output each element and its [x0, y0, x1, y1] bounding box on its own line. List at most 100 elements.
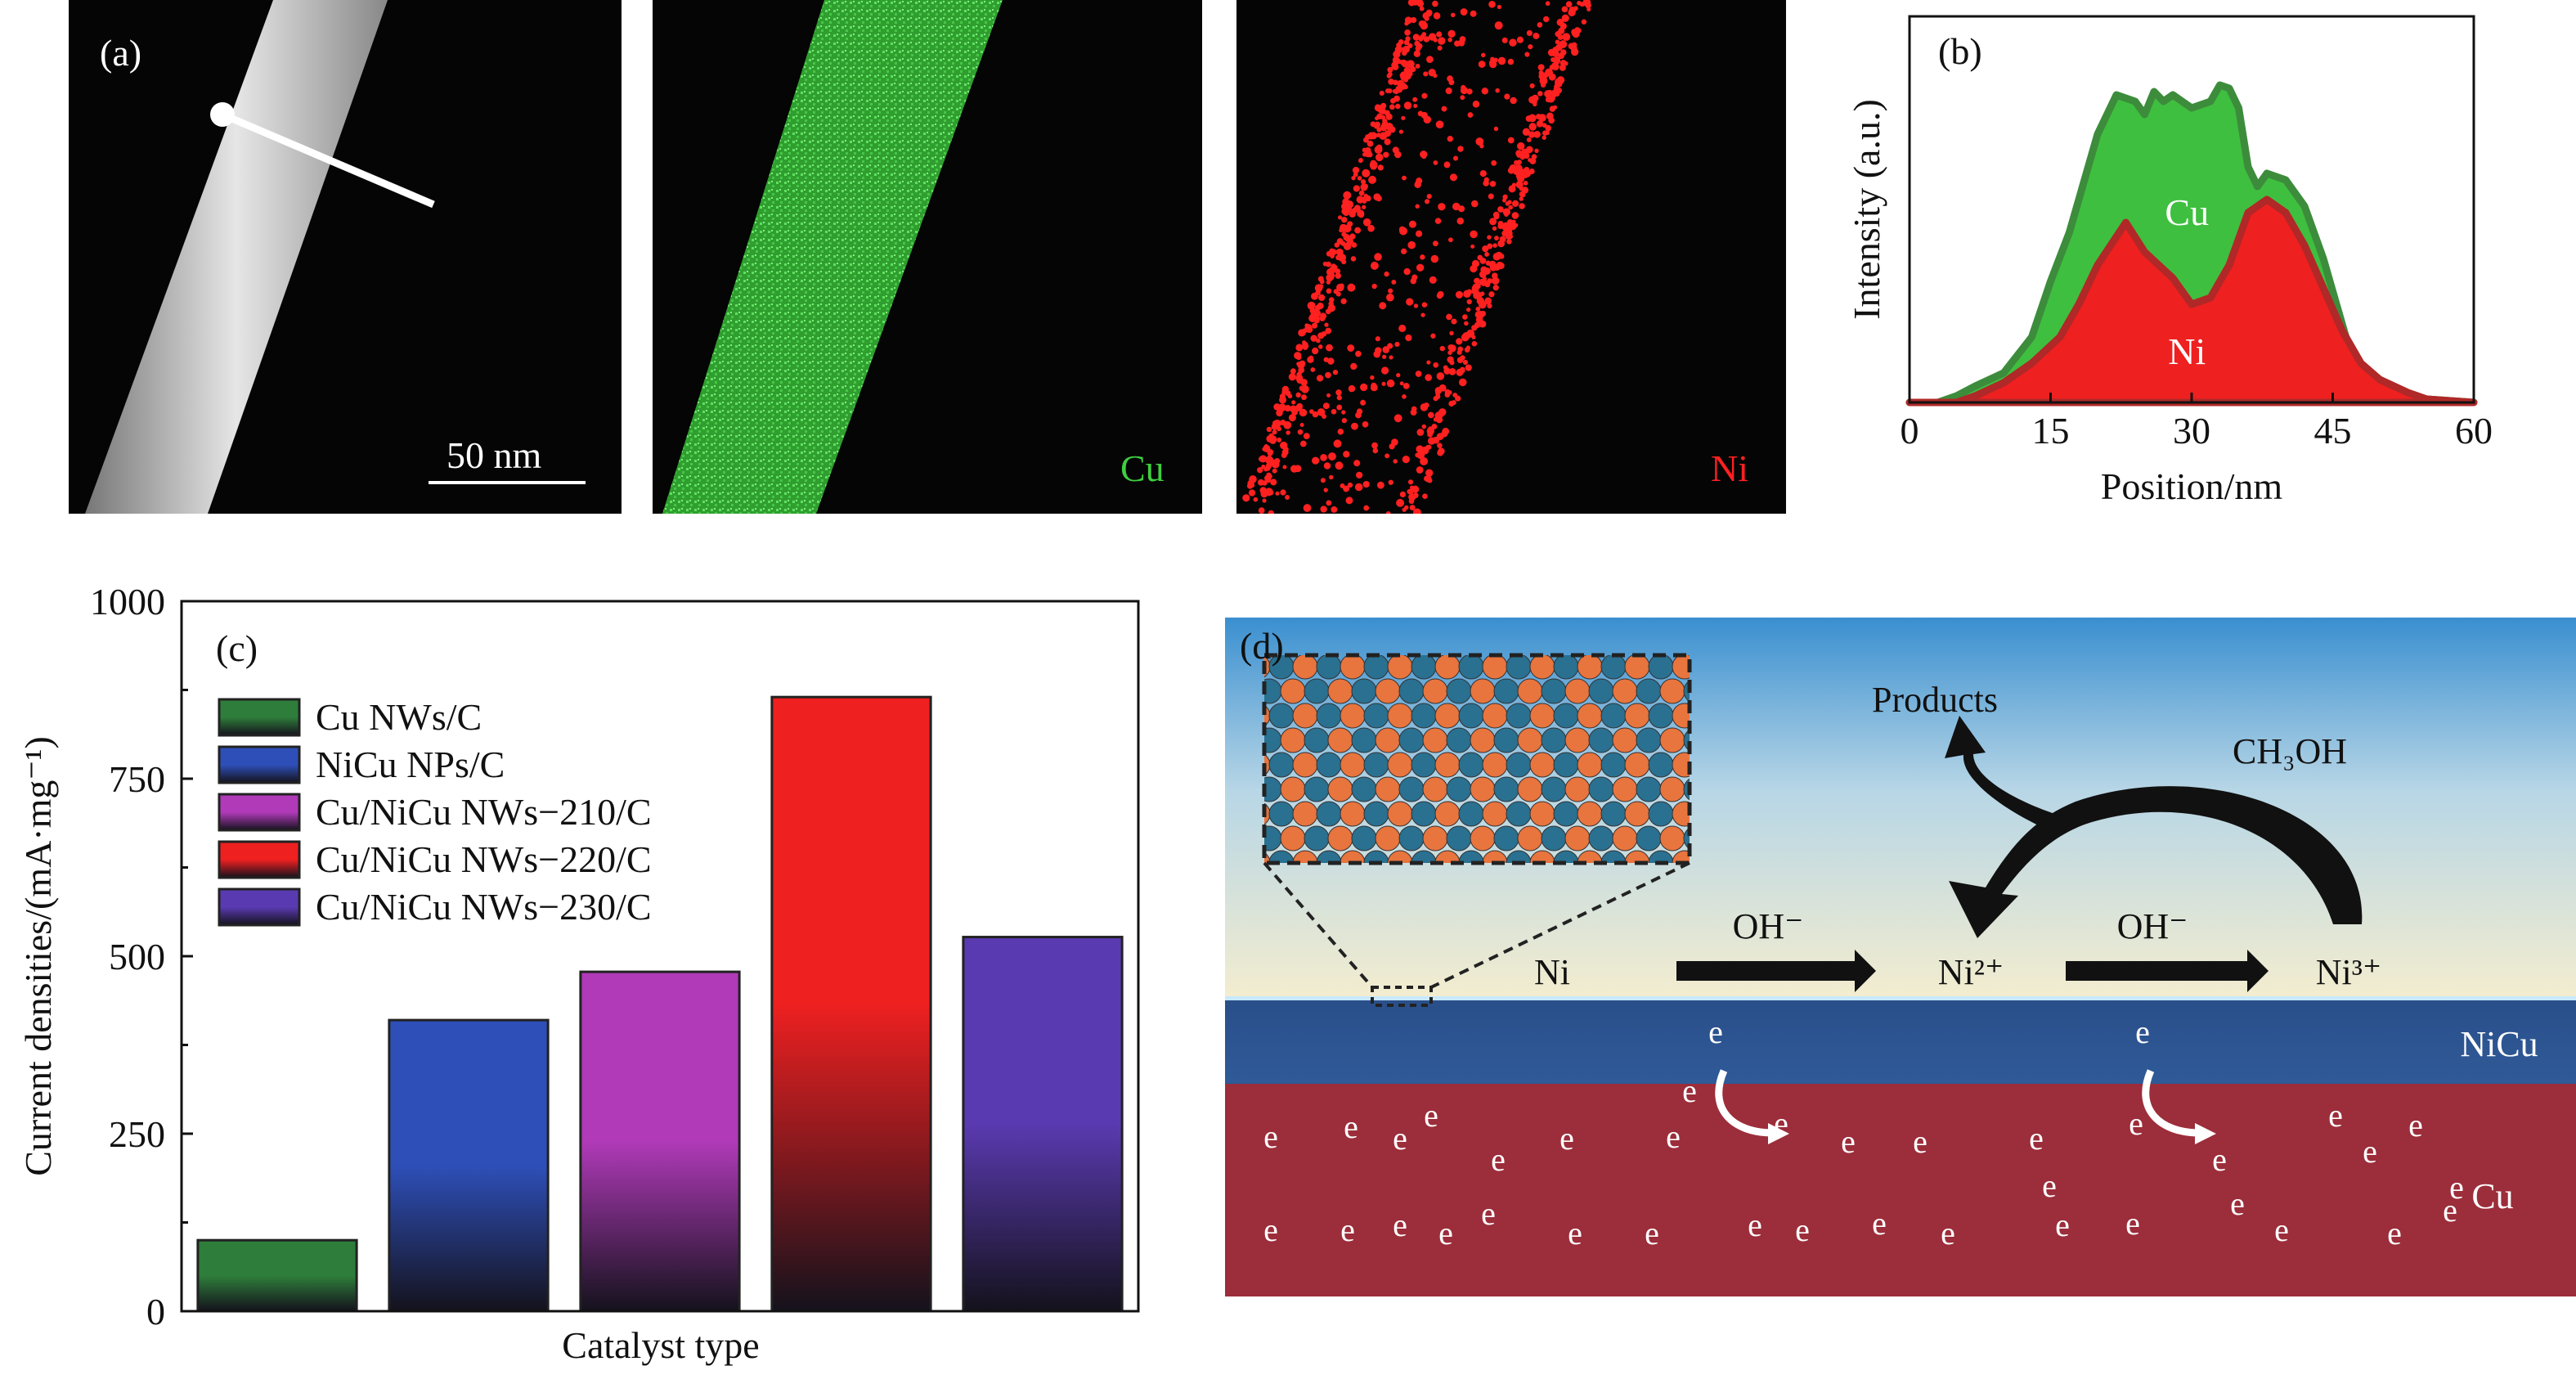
- legend-swatch-0: [218, 698, 301, 737]
- legend-swatch-1: [218, 745, 301, 784]
- ni-signal-dot: [1399, 381, 1404, 386]
- ni-signal-dot: [1288, 414, 1296, 422]
- ni-signal-dot: [1362, 480, 1370, 488]
- atom: [1340, 703, 1366, 729]
- y-tick-label-c: 250: [109, 1113, 165, 1155]
- ni-signal-dot: [1362, 169, 1371, 177]
- atom: [1577, 703, 1603, 729]
- ni-signal-dot: [1432, 240, 1438, 247]
- ni-signal-dot: [1333, 289, 1339, 294]
- electron-symbol: e: [1491, 1141, 1506, 1178]
- ni-signal-dot: [1389, 104, 1395, 110]
- atom: [1351, 727, 1377, 753]
- ni-signal-dot: [1386, 293, 1394, 302]
- ni-signal-dot: [1528, 44, 1533, 50]
- ni-signal-dot: [1356, 471, 1363, 479]
- ni-signal-dot: [1487, 243, 1493, 249]
- ni-signal-dot: [1402, 455, 1410, 464]
- ni-signal-dot: [1295, 344, 1304, 352]
- atom: [1624, 655, 1650, 680]
- electron-symbol: e: [1568, 1215, 1582, 1251]
- ni-signal-dot: [1479, 258, 1487, 264]
- ni-signal-dot: [1329, 474, 1334, 480]
- ni-signal-dot: [1373, 350, 1381, 358]
- ni-signal-dot: [1552, 47, 1560, 54]
- ni-signal-dot: [1401, 248, 1407, 254]
- ni-signal-dot: [1433, 11, 1441, 20]
- atom: [1529, 655, 1555, 680]
- ni-signal-dot: [1402, 45, 1411, 53]
- ni-signal-dot: [1322, 402, 1330, 410]
- ni-signal-dot: [1452, 155, 1459, 161]
- ni-signal-dot: [1391, 279, 1397, 285]
- ni-signal-dot: [1384, 271, 1389, 277]
- atom: [1446, 727, 1472, 753]
- ni-signal-dot: [1388, 288, 1393, 294]
- ni-signal-dot: [1492, 226, 1497, 231]
- ni-signal-dot: [1497, 4, 1502, 10]
- ni-signal-dot: [1562, 33, 1571, 42]
- oxidation-arrow-2: [2066, 950, 2269, 992]
- ni-signal-dot: [1506, 218, 1514, 226]
- ni-signal-dot: [1317, 332, 1325, 339]
- ni-signal-dot: [1448, 237, 1453, 243]
- atom: [1588, 678, 1614, 704]
- electron-symbol: e: [1393, 1206, 1407, 1243]
- ni-signal-dot: [1447, 136, 1453, 142]
- electron-symbol: e: [2135, 1013, 2150, 1050]
- ni-signal-dot: [1386, 379, 1395, 388]
- ni-signal-dot: [1409, 505, 1416, 511]
- bar-2: [579, 970, 741, 1313]
- ni-signal-dot: [1335, 272, 1341, 279]
- ni-signal-dot: [1272, 468, 1277, 474]
- atom: [1506, 655, 1532, 680]
- ni-signal-dot: [1404, 66, 1411, 74]
- atom: [1482, 752, 1508, 778]
- ni-signal-dot: [1405, 334, 1412, 342]
- ni-signal-dot: [1484, 298, 1492, 305]
- ni-signal-dot: [1456, 349, 1462, 355]
- ni-signal-dot: [1326, 500, 1332, 506]
- atom: [1316, 801, 1342, 827]
- ni-signal-dot: [1447, 29, 1456, 38]
- ni-signal-dot: [1316, 375, 1324, 382]
- ni-signal-dot: [1396, 42, 1402, 48]
- electron-symbol: e: [1913, 1123, 1928, 1160]
- atom: [1422, 678, 1448, 704]
- atom: [1517, 776, 1543, 802]
- ni-signal-dot: [1413, 50, 1420, 57]
- atom: [1387, 703, 1413, 729]
- ni-signal-dot: [1362, 152, 1367, 157]
- ni-signal-dot: [1467, 112, 1474, 118]
- ni-signal-dot: [1526, 137, 1532, 142]
- ni-signal-dot: [1329, 297, 1335, 303]
- ni-signal-dot: [1399, 491, 1407, 498]
- ni-signal-dot: [1334, 242, 1340, 248]
- ni-signal-dot: [1345, 497, 1353, 505]
- ni-signal-dot: [1472, 101, 1480, 108]
- ni-signal-dot: [1456, 218, 1465, 225]
- ni-signal-dot: [1311, 322, 1318, 329]
- ni-signal-dot: [1416, 0, 1425, 7]
- ni-signal-dot: [1533, 130, 1541, 138]
- ni-signal-dot: [1448, 367, 1456, 375]
- atom: [1327, 678, 1353, 704]
- ni-signal-dot: [1538, 70, 1544, 75]
- ni-signal-dot: [1561, 6, 1568, 13]
- ni-signal-dot: [1282, 465, 1287, 470]
- ni-signal-dot: [1309, 409, 1314, 414]
- atom: [1458, 703, 1484, 729]
- ni-signal-dot: [1529, 157, 1537, 164]
- ni-signal-dot: [1271, 460, 1280, 469]
- atom: [1600, 703, 1627, 729]
- atom: [1482, 655, 1508, 680]
- ni-signal-dot: [1487, 235, 1492, 240]
- ni-signal-dot: [1362, 218, 1371, 227]
- ni-signal-dot: [1398, 47, 1404, 52]
- ni-signal-dot: [1395, 103, 1401, 110]
- ni-signal-dot: [1413, 103, 1418, 108]
- ni-signal-dot: [1326, 344, 1333, 352]
- ni-signal-dot: [1400, 74, 1406, 80]
- cu-eds-map: [662, 0, 1003, 514]
- ni-signal-dot: [1392, 56, 1399, 64]
